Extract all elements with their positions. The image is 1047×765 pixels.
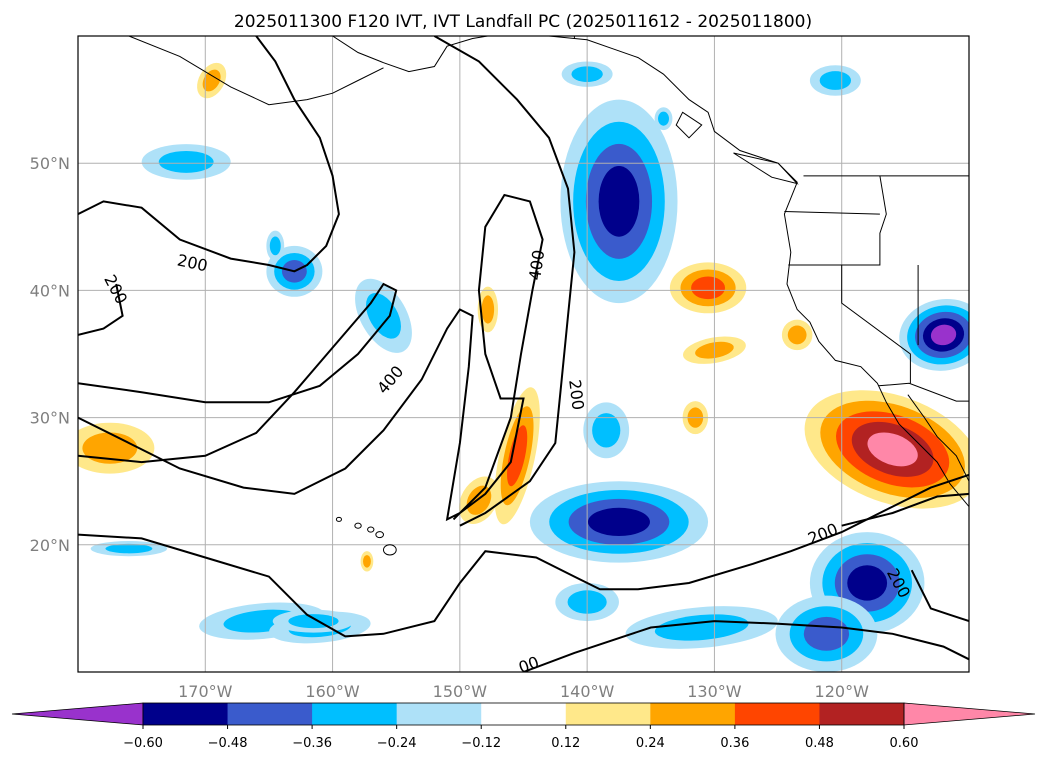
pc-region-5-level-3 bbox=[691, 276, 726, 300]
y-tick-label-3: 40°N bbox=[30, 281, 70, 300]
x-axis-ticks: 170°W 160°W 150°W 140°W 130°W 120°W bbox=[178, 682, 869, 701]
pc-feature-6-level-4 bbox=[847, 565, 888, 601]
colorbar-tick-label-9: 0.48 bbox=[805, 736, 834, 751]
chart-title: 2025011300 F120 IVT, IVT Landfall PC (20… bbox=[234, 12, 812, 32]
colorbar-segment-5 bbox=[481, 703, 567, 725]
colorbar-tick-label-2: −0.48 bbox=[208, 736, 248, 751]
colorbar-tick-label-5: −0.12 bbox=[461, 736, 501, 751]
x-tick-label-6: 120°W bbox=[815, 682, 870, 701]
pc-feature-20-level-2 bbox=[363, 555, 371, 568]
pc-feature-11-level-2 bbox=[202, 69, 221, 92]
pc-feature-5-level-2 bbox=[481, 295, 495, 324]
colorbar-tick-label-3: −0.36 bbox=[292, 736, 332, 751]
contour-label-5: 200 bbox=[565, 378, 588, 411]
contour-label-4: 400 bbox=[525, 249, 548, 282]
pc-feature-1-level-2 bbox=[158, 150, 214, 173]
colorbar-tick-label-1: −0.60 bbox=[123, 736, 163, 751]
ivt-contours bbox=[78, 36, 969, 672]
pc-feature-24-level-2 bbox=[288, 614, 339, 629]
colorbar-tick-label-8: 0.36 bbox=[720, 736, 749, 751]
north-america-coastline bbox=[332, 36, 969, 507]
colorbar-extend-high bbox=[903, 702, 1036, 726]
ivt-400-west-tongue bbox=[78, 282, 398, 464]
pc-feature-21-level-2 bbox=[658, 111, 669, 126]
us-mexico-border bbox=[878, 382, 969, 402]
pc-region-4-level-5 bbox=[930, 324, 957, 346]
colorbar-segment-8 bbox=[734, 703, 820, 725]
y-tick-label-1: 20°N bbox=[30, 536, 70, 555]
pc-feature-12-level-2 bbox=[819, 71, 852, 90]
ivt-200-south-arc bbox=[78, 473, 969, 638]
pc-feature-14-level-2 bbox=[787, 325, 807, 345]
pc-region-3-level-4 bbox=[587, 507, 650, 537]
hawaii-island-1 bbox=[382, 544, 397, 556]
x-tick-label-2: 160°W bbox=[305, 682, 360, 701]
ivt-200-west-hook bbox=[78, 283, 124, 336]
vancouver-island bbox=[733, 152, 799, 185]
pc-feature-4-level-3 bbox=[507, 425, 528, 487]
y-tick-label-4: 50°N bbox=[30, 154, 70, 173]
y-axis-ticks: 20°N 30°N 40°N 50°N bbox=[30, 154, 70, 555]
coastlines bbox=[128, 36, 969, 556]
hawaii-island-5 bbox=[335, 516, 342, 522]
colorbar-tick-label-6: 0.12 bbox=[551, 736, 580, 751]
ivt-200-southern bbox=[523, 620, 969, 672]
ivt-200-mexico-coast bbox=[910, 569, 969, 623]
hawaii-island-4 bbox=[354, 522, 362, 529]
colorbar-segment-4 bbox=[396, 703, 482, 725]
pc-shading-layer bbox=[78, 61, 969, 672]
pc-region-2-level-4 bbox=[598, 165, 640, 237]
x-tick-label-4: 140°W bbox=[560, 682, 615, 701]
gridlines bbox=[78, 36, 969, 672]
haida-gwaii bbox=[675, 111, 703, 139]
x-tick-label-3: 150°W bbox=[433, 682, 488, 701]
colorbar-segment-3 bbox=[312, 703, 398, 725]
ivt-400-central-tongue bbox=[78, 193, 544, 522]
hawaii-island-2 bbox=[375, 531, 384, 539]
ivt-200-north-loop bbox=[78, 36, 340, 273]
pc-feature-17-level-2 bbox=[592, 413, 621, 448]
colorbar-segment-7 bbox=[650, 703, 736, 725]
colorbar-segment-6 bbox=[565, 703, 651, 725]
colorbar-segment-2 bbox=[227, 703, 313, 725]
colorbar-tick-label-10: 0.60 bbox=[890, 736, 919, 751]
pc-region-1-level-5 bbox=[867, 432, 918, 467]
pc-feature-7-level-3 bbox=[803, 616, 850, 651]
hawaii-island-3 bbox=[367, 526, 375, 533]
washington-oregon-border bbox=[784, 211, 880, 215]
x-tick-label-1: 170°W bbox=[178, 682, 233, 701]
colorbar-frame bbox=[142, 702, 905, 726]
colorbar-segment-1 bbox=[143, 703, 229, 725]
colorbar-tick-label-4: −0.24 bbox=[377, 736, 417, 751]
california-nevada-border bbox=[841, 265, 911, 384]
pc-feature-23-level-2 bbox=[269, 236, 281, 256]
pc-feature-19-level-2 bbox=[105, 543, 153, 554]
colorbar-extend-low bbox=[11, 702, 144, 726]
map-frame bbox=[77, 35, 970, 673]
contour-label-8: 00 bbox=[516, 652, 542, 677]
oregon-idaho-border bbox=[788, 175, 887, 266]
ivt-200-southeast bbox=[841, 492, 969, 527]
colorbar-segment-9 bbox=[819, 703, 905, 725]
y-tick-label-2: 30°N bbox=[30, 409, 70, 428]
colorbar-tick-label-7: 0.24 bbox=[636, 736, 665, 751]
gulf-of-california-coast bbox=[907, 394, 969, 482]
ivt-200-central-outer bbox=[433, 36, 576, 527]
colorbar: −0.60 −0.48 −0.36 −0.24 −0.12 0.12 0.24 0.36 0.4… bbox=[11, 702, 1036, 751]
alaska-peninsula-coast bbox=[128, 36, 384, 106]
x-tick-label-5: 130°W bbox=[687, 682, 742, 701]
